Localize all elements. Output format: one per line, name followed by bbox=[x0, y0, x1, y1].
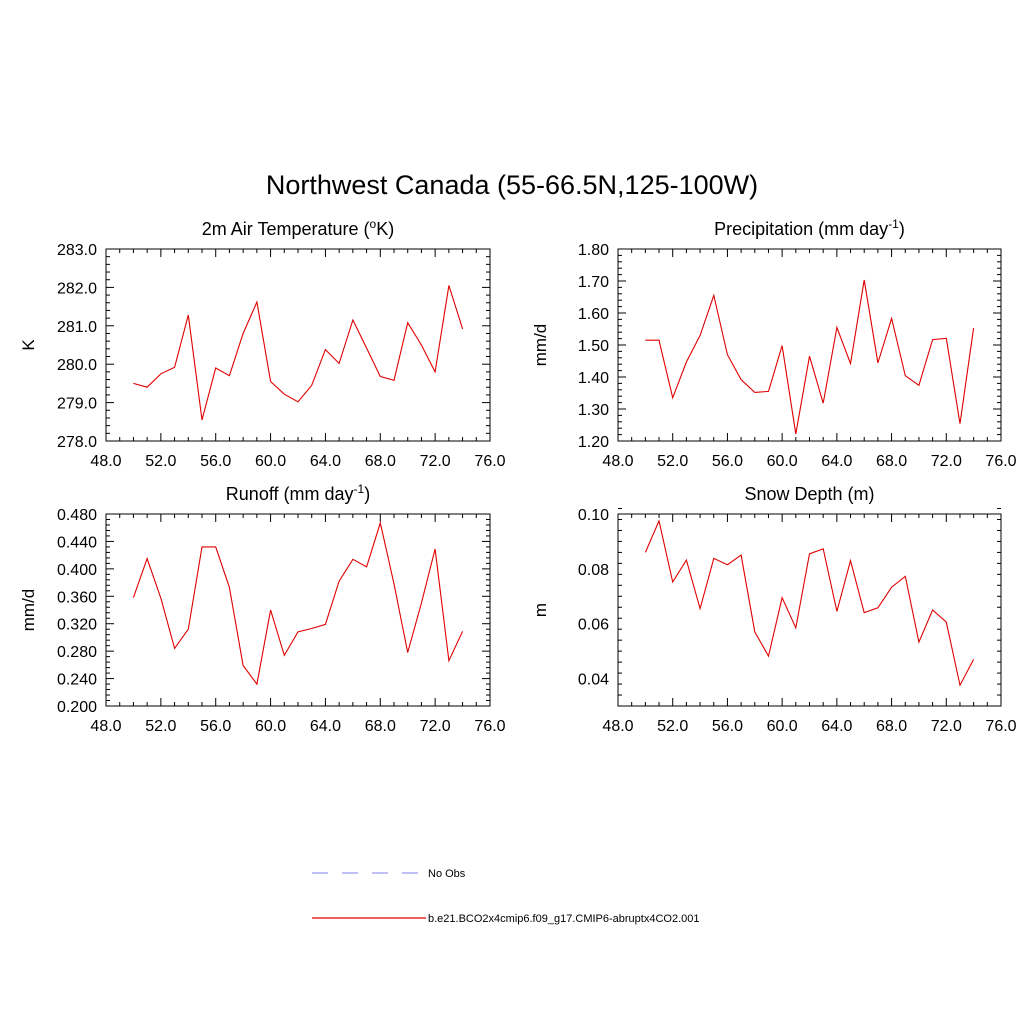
x-tick-label: 52.0 bbox=[145, 453, 176, 470]
legend-model-label: b.e21.BCO2x4cmip6.f09_g17.CMIP6-abruptx4… bbox=[428, 913, 700, 925]
panel-title-text-end: K) bbox=[376, 219, 394, 239]
panel-title: Precipitation (mm day-1) bbox=[714, 217, 905, 239]
y-tick-label: 0.400 bbox=[57, 562, 97, 579]
x-tick-label: 56.0 bbox=[200, 718, 231, 735]
panel-title-superscript: o bbox=[370, 217, 377, 231]
x-tick-label: 68.0 bbox=[876, 453, 907, 470]
x-tick-label: 68.0 bbox=[876, 718, 907, 735]
x-tick-label: 76.0 bbox=[474, 718, 505, 735]
panel-2: 48.0 52.0 56.0 60.0 64.0 68.0 72.0 76.0 1.20 1.30… bbox=[531, 217, 1017, 470]
y-tick-label: 0.200 bbox=[57, 699, 97, 716]
legend: No Obs b.e21.BCO2x4cmip6.f09_g17.CMIP6-a… bbox=[312, 868, 700, 925]
y-tick-label: 1.70 bbox=[578, 274, 609, 291]
y-tick-label: 280.0 bbox=[57, 357, 97, 374]
y-tick-label: 0.320 bbox=[57, 617, 97, 634]
y-tick-label: 0.480 bbox=[57, 507, 97, 524]
plot-frame bbox=[105, 248, 491, 442]
plot-frame bbox=[617, 248, 1002, 442]
panels: 48.0 52.0 56.0 60.0 64.0 68.0 72.0 76.0 278.0 279… bbox=[19, 217, 1017, 735]
figure-title: Northwest Canada (55-66.5N,125-100W) bbox=[266, 170, 758, 200]
series-line bbox=[645, 279, 975, 435]
x-tick-label: 60.0 bbox=[767, 718, 798, 735]
panel-title-text-end: ) bbox=[364, 484, 370, 504]
x-tick-label: 72.0 bbox=[420, 718, 451, 735]
x-tick-label: 68.0 bbox=[365, 453, 396, 470]
x-tick-label: 76.0 bbox=[985, 718, 1016, 735]
x-tick-label: 64.0 bbox=[310, 718, 341, 735]
panel-title: Snow Depth (m) bbox=[744, 484, 874, 504]
series-line bbox=[133, 285, 464, 421]
x-tick-label: 48.0 bbox=[602, 718, 633, 735]
y-tick-label: 1.30 bbox=[578, 402, 609, 419]
y-axis-label: K bbox=[19, 339, 38, 351]
x-tick-label: 52.0 bbox=[145, 718, 176, 735]
y-tick-label: 1.20 bbox=[578, 434, 609, 451]
panel-title-text: 2m Air Temperature ( bbox=[202, 219, 370, 239]
y-tick-label: 282.0 bbox=[57, 280, 97, 297]
panel-title-text: Precipitation (mm day bbox=[714, 219, 888, 239]
x-tick-label: 72.0 bbox=[931, 453, 962, 470]
y-tick-label: 0.440 bbox=[57, 534, 97, 551]
x-tick-label: 60.0 bbox=[255, 453, 286, 470]
x-tick-label: 64.0 bbox=[310, 453, 341, 470]
panel-title: 2m Air Temperature (oK) bbox=[202, 217, 394, 239]
x-tick-label: 72.0 bbox=[931, 718, 962, 735]
panel-3: 48.0 52.0 56.0 60.0 64.0 68.0 72.0 76.0 0.200 0.2… bbox=[19, 482, 506, 735]
x-tick-label: 48.0 bbox=[90, 718, 121, 735]
y-tick-label: 278.0 bbox=[57, 434, 97, 451]
y-tick-label: 0.360 bbox=[57, 589, 97, 606]
x-tick-label: 60.0 bbox=[767, 453, 798, 470]
panel-title-text: Snow Depth (m) bbox=[744, 484, 874, 504]
plot-frame bbox=[617, 513, 1002, 707]
panel-title-text-end: ) bbox=[899, 219, 905, 239]
x-tick-label: 52.0 bbox=[657, 453, 688, 470]
y-tick-label: 0.280 bbox=[57, 644, 97, 661]
x-tick-label: 72.0 bbox=[420, 453, 451, 470]
y-axis-label: m bbox=[531, 603, 550, 617]
x-tick-label: 52.0 bbox=[657, 718, 688, 735]
panel-title: Runoff (mm day-1) bbox=[226, 482, 370, 504]
y-tick-label: 0.08 bbox=[578, 562, 609, 579]
y-tick-label: 0.240 bbox=[57, 672, 97, 689]
panel-4: 48.0 52.0 56.0 60.0 64.0 68.0 72.0 76.0 0.04 0.06… bbox=[531, 484, 1017, 735]
y-tick-label: 1.50 bbox=[578, 338, 609, 355]
series-line bbox=[644, 519, 975, 687]
x-tick-label: 76.0 bbox=[985, 453, 1016, 470]
x-tick-label: 56.0 bbox=[712, 453, 743, 470]
series-line bbox=[132, 520, 464, 686]
x-tick-label: 68.0 bbox=[365, 718, 396, 735]
panel-title-superscript: -1 bbox=[888, 217, 899, 231]
y-tick-label: 0.04 bbox=[578, 672, 609, 689]
y-axis-label: mm/d bbox=[531, 324, 550, 367]
x-tick-label: 76.0 bbox=[474, 453, 505, 470]
x-tick-label: 64.0 bbox=[821, 453, 852, 470]
x-tick-label: 64.0 bbox=[821, 718, 852, 735]
y-tick-label: 0.10 bbox=[578, 507, 609, 524]
y-tick-label: 279.0 bbox=[57, 396, 97, 413]
y-tick-label: 281.0 bbox=[57, 319, 97, 336]
x-tick-label: 48.0 bbox=[90, 453, 121, 470]
y-tick-label: 1.40 bbox=[578, 370, 609, 387]
y-tick-label: 1.60 bbox=[578, 306, 609, 323]
panel-title-superscript: -1 bbox=[354, 482, 365, 496]
legend-obs-label: No Obs bbox=[428, 868, 466, 880]
panel-1: 48.0 52.0 56.0 60.0 64.0 68.0 72.0 76.0 278.0 279… bbox=[19, 217, 506, 470]
x-tick-label: 60.0 bbox=[255, 718, 286, 735]
y-tick-label: 1.80 bbox=[578, 242, 609, 259]
y-tick-label: 0.06 bbox=[578, 617, 609, 634]
y-axis-label: mm/d bbox=[19, 589, 38, 632]
x-tick-label: 56.0 bbox=[200, 453, 231, 470]
y-tick-label: 283.0 bbox=[57, 242, 97, 259]
x-tick-label: 56.0 bbox=[712, 718, 743, 735]
panel-title-text: Runoff (mm day bbox=[226, 484, 354, 504]
x-tick-label: 48.0 bbox=[602, 453, 633, 470]
